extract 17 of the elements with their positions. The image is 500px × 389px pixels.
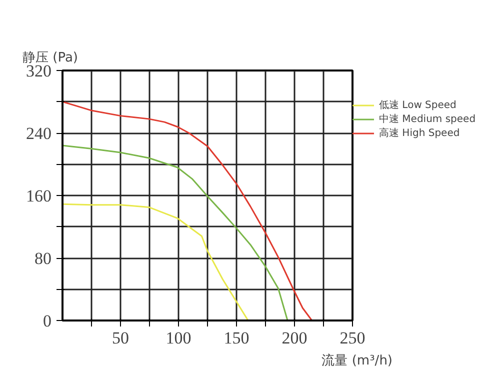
x-axis-title: 流量 (m³/h) [322,352,393,368]
y-tick-label: 80 [34,249,52,268]
legend-label: 中速 Medium speed [379,112,476,126]
y-tick-label: 160 [26,186,52,206]
line-series [62,144,288,320]
line-series [62,203,249,320]
x-tick-label: 200 [282,328,308,348]
legend-label: 低速 Low Speed [379,98,456,112]
y-axis-title: 静压 (Pa) [22,50,78,66]
x-tick-label: 50 [112,328,129,348]
y-tick-label: 240 [26,124,52,143]
legend-label: 高速 High Speed [379,126,460,140]
line-series [62,101,313,320]
y-tick-label: 0 [43,312,52,330]
x-tick-label: 250 [340,328,366,348]
x-tick-label: 100 [166,328,192,348]
x-tick-label: 150 [224,328,250,348]
